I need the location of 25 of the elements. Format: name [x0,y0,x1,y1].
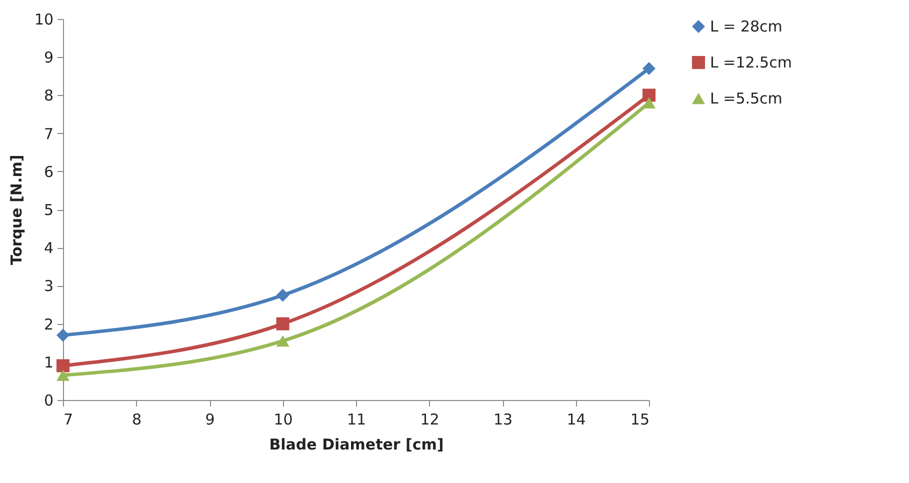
x-tick-label: 12 [420,410,440,428]
y-tick-label: 0 [44,392,54,410]
y-tick-label: 9 [44,48,54,67]
x-tick-label: 11 [346,410,366,428]
y-tick-label: 5 [44,201,54,219]
y-tick-label: 1 [44,353,54,372]
legend-label: L =12.5cm [710,54,792,72]
y-tick-label: 10 [34,10,54,28]
y-tick-label: 2 [44,315,54,334]
x-tick-label: 13 [493,410,513,428]
y-tick-label: 6 [44,162,54,181]
y-axis-title: Torque [N.m] [7,154,26,266]
legend-label: L = 28cm [710,18,782,36]
x-tick-label: 7 [64,410,74,428]
y-tick-label: 4 [44,239,54,258]
y-tick-label: 7 [44,124,54,143]
x-tick-label: 9 [205,410,215,428]
y-tick-label: 8 [44,86,54,105]
x-tick-label: 14 [566,410,586,428]
x-tick-label: 15 [630,410,650,428]
y-tick-label: 3 [44,277,54,296]
x-tick-label: 8 [132,410,142,428]
legend-label: L =5.5cm [710,90,782,108]
x-tick-label: 10 [274,410,293,428]
x-axis-title: Blade Diameter [cm] [269,436,444,454]
